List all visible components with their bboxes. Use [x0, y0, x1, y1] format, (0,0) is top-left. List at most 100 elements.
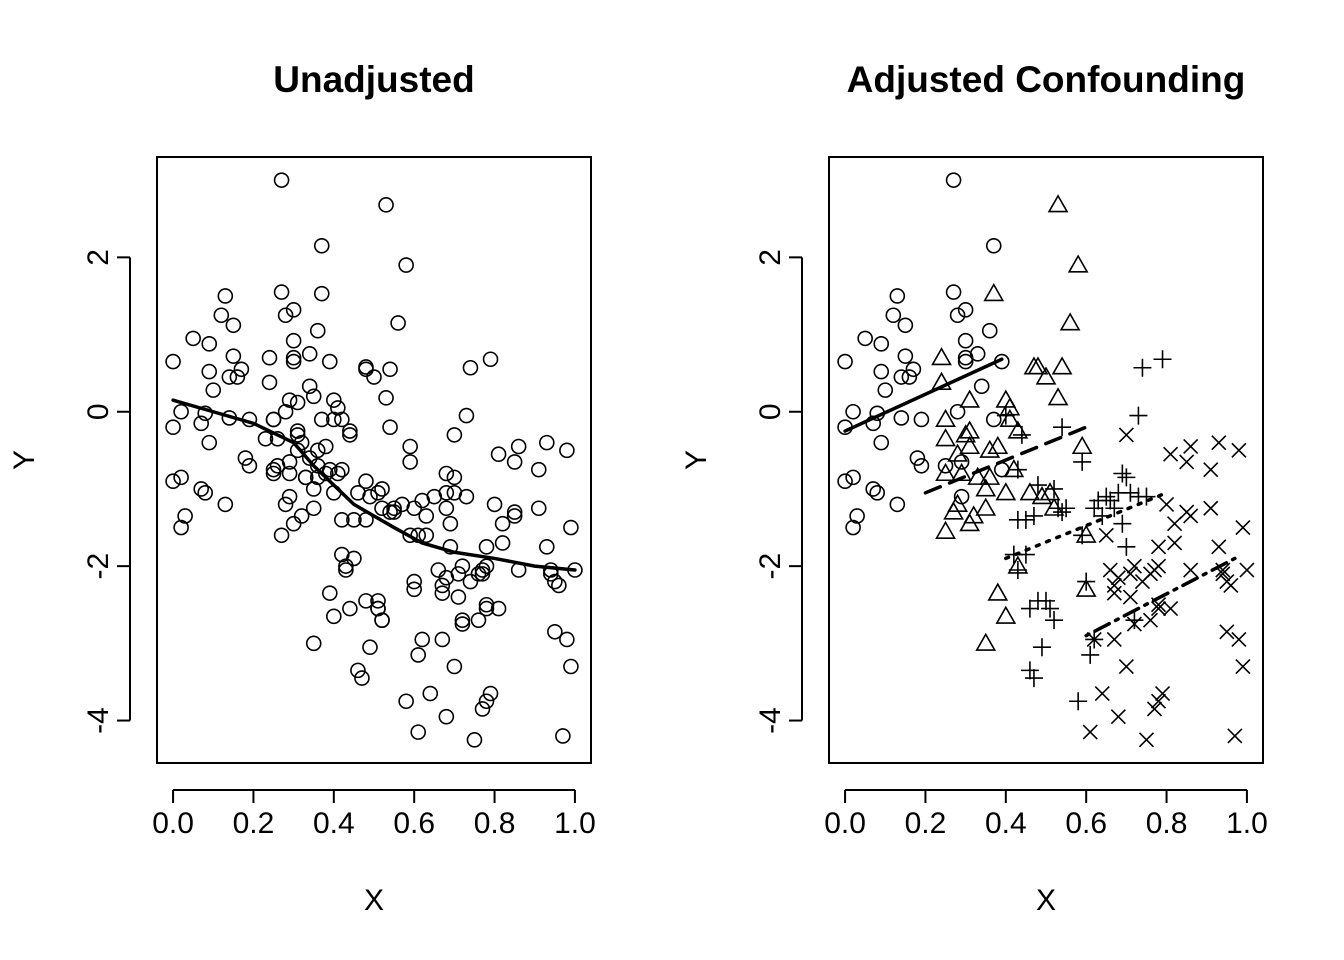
point-plus — [1073, 452, 1092, 471]
point-cross — [1150, 601, 1167, 617]
point-circle — [438, 485, 455, 501]
point-circle — [358, 473, 374, 490]
point-circle — [478, 539, 495, 555]
panel-unadjusted: Unadjusted X Y 0.0 0.2 0.4 0.6 0.8 1.0 -4 -2 0 2 — [8, 59, 596, 917]
point-triangle — [1075, 578, 1097, 597]
point-circle — [305, 635, 322, 652]
point-circle — [845, 403, 861, 420]
point-plus — [1037, 591, 1055, 610]
point-circle — [197, 405, 214, 422]
point-cross — [1118, 658, 1134, 675]
point-triangle — [959, 435, 981, 455]
point-circle — [957, 353, 974, 370]
point-triangle — [1019, 482, 1041, 501]
x-tick-label: 0.4 — [985, 807, 1027, 840]
point-plus — [1069, 692, 1088, 711]
point-circle — [937, 457, 954, 474]
point-plus — [1028, 476, 1047, 495]
point-circle — [559, 631, 575, 648]
point-circle — [406, 573, 422, 590]
point-circle — [289, 423, 306, 439]
point-circle — [297, 469, 314, 486]
point-circle — [321, 585, 338, 601]
point-triangle — [983, 283, 1005, 302]
point-plus — [1045, 479, 1064, 498]
point-circle — [462, 359, 479, 376]
point-circle — [334, 512, 350, 528]
point-circle — [422, 685, 439, 702]
point-circle — [430, 562, 447, 578]
point-circle — [897, 348, 914, 364]
point-circle — [446, 658, 463, 675]
point-circle — [434, 585, 451, 601]
point-circle — [506, 454, 523, 470]
point-circle — [201, 336, 218, 352]
point-circle — [173, 469, 189, 486]
point-circle — [301, 346, 318, 362]
x-tick-label: 0.4 — [313, 807, 355, 840]
point-circle — [221, 369, 238, 385]
point-circle — [370, 593, 386, 609]
point-circle — [474, 566, 491, 582]
x-tick-label: 0.2 — [905, 807, 947, 840]
point-cross — [1110, 570, 1126, 586]
fit-line-dashed — [923, 425, 1088, 495]
point-cross — [1163, 601, 1179, 617]
point-circle — [330, 400, 346, 416]
point-circle — [837, 353, 853, 370]
point-circle — [454, 616, 471, 632]
point-circle — [945, 284, 962, 300]
point-circle — [901, 369, 918, 385]
point-plus — [1081, 645, 1100, 664]
point-circle — [957, 332, 974, 349]
point-circle — [382, 361, 398, 378]
x-tick-label: 0.0 — [824, 807, 866, 840]
point-triangle — [987, 435, 1009, 455]
point-circle — [494, 535, 511, 551]
point-triangle — [967, 466, 989, 485]
point-circle — [185, 330, 201, 347]
y-tick-label: -2 — [82, 553, 115, 580]
chart-title: Adjusted Confounding — [847, 59, 1246, 100]
point-circle — [510, 438, 527, 455]
point-circle — [326, 392, 342, 408]
point-plus — [1105, 499, 1124, 518]
point-circle — [321, 461, 338, 478]
point-plus — [1032, 638, 1051, 657]
point-circle — [905, 361, 922, 378]
point-cross — [1122, 566, 1138, 582]
point-triangle — [995, 605, 1017, 624]
point-circle — [563, 519, 579, 536]
point-plus — [1016, 510, 1035, 529]
point-circle — [321, 353, 338, 370]
point-plus — [1133, 358, 1152, 377]
point-circle — [474, 701, 491, 717]
point-circle — [398, 257, 414, 273]
point-circle — [945, 172, 962, 188]
point-circle — [949, 307, 966, 324]
fit-line-dotted — [1004, 491, 1169, 561]
point-circle — [350, 662, 366, 679]
point-cross — [1231, 442, 1247, 458]
y-tick-label: 0 — [82, 403, 115, 420]
point-circle — [330, 465, 346, 482]
point-circle — [281, 465, 298, 482]
point-circle — [506, 504, 523, 520]
point-cross — [1215, 566, 1231, 582]
x-axis-label: X — [1036, 884, 1056, 917]
point-circle — [434, 631, 451, 648]
point-cross — [1118, 427, 1134, 443]
point-triangle — [1059, 312, 1081, 331]
point-circle — [265, 411, 282, 428]
point-circle — [897, 317, 914, 334]
point-circle — [563, 658, 579, 675]
y-axis: -4 -2 0 2 — [754, 249, 803, 734]
point-circle — [442, 539, 459, 555]
point-circle — [438, 708, 455, 725]
point-circle — [285, 515, 302, 532]
point-circle — [466, 732, 483, 748]
point-circle — [985, 411, 1002, 428]
point-plus — [1117, 537, 1136, 556]
point-circle — [289, 442, 306, 459]
